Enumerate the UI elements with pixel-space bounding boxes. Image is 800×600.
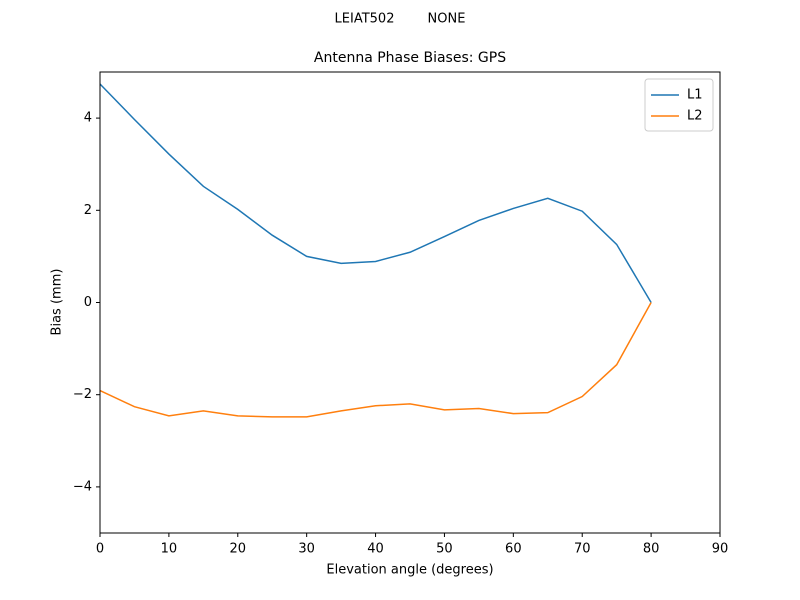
x-tick-label: 10 [161, 542, 178, 557]
legend-label: L1 [687, 88, 703, 103]
y-tick-label: −2 [73, 387, 92, 402]
x-tick-label: 80 [643, 542, 660, 557]
line [99, 302, 652, 418]
line [99, 83, 652, 303]
legend-box [644, 78, 714, 132]
x-tick-label: 50 [436, 542, 453, 557]
x-tick-label: 30 [298, 542, 315, 557]
x-tick-label: 60 [505, 542, 522, 557]
plot-frame [99, 71, 721, 534]
legend-label: L2 [687, 109, 703, 124]
x-axis-label: Elevation angle (degrees) [326, 563, 493, 578]
x-tick-label: 90 [712, 542, 729, 557]
x-tick-label: 20 [230, 542, 247, 557]
chart-title: Antenna Phase Biases: GPS [314, 50, 506, 66]
y-tick-label: 4 [84, 111, 92, 126]
y-axis-label: Bias (mm) [50, 269, 65, 336]
x-tick-label: 0 [96, 542, 104, 557]
x-tick-label: 70 [574, 542, 591, 557]
y-tick-label: 2 [84, 203, 92, 218]
y-tick-label: 0 [84, 295, 92, 310]
y-tick-label: −4 [73, 479, 92, 494]
x-tick-label: 40 [367, 542, 384, 557]
suptitle: LEIAT502 NONE [335, 12, 466, 27]
